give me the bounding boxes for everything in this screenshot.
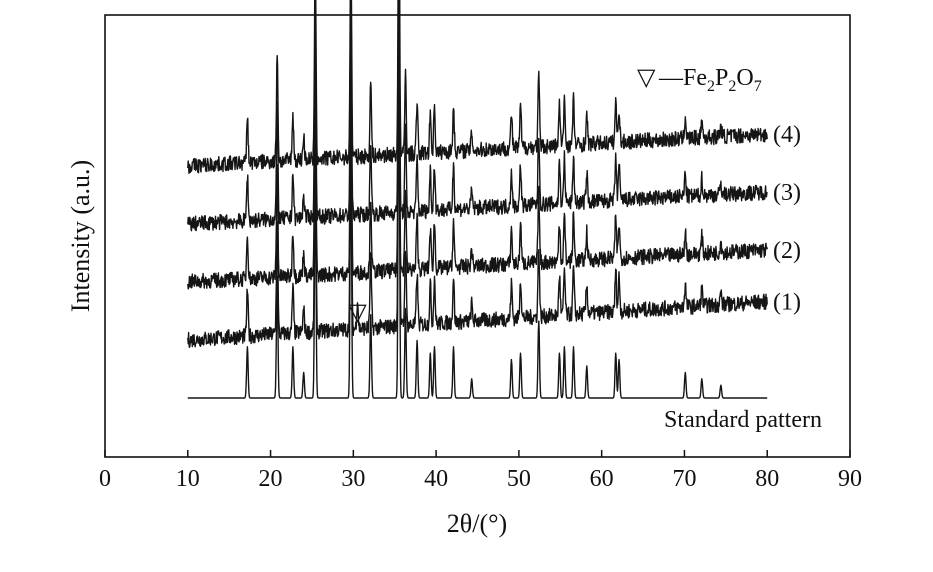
annotation-symbol: ▽ (637, 65, 656, 91)
x-tick-label: 30 (341, 466, 365, 492)
x-tick-label: 80 (755, 466, 779, 492)
formula-part: —Fe (658, 65, 707, 91)
series-labels: Standard pattern (1) (2) (3) (4) (664, 122, 822, 433)
x-tick-label: 10 (176, 466, 200, 492)
formula-subscript: 2 (728, 78, 736, 95)
x-tick-label: 20 (259, 466, 283, 492)
trace-4 (187, 0, 768, 174)
plot-frame (104, 14, 851, 458)
trace-1 (187, 42, 768, 348)
series-label: (4) (773, 122, 801, 148)
x-tick-label: 90 (838, 466, 862, 492)
x-tick-label: 0 (99, 466, 111, 492)
y-axis-title: Intensity (a.u.) (66, 160, 95, 312)
formula-part: O (736, 65, 753, 91)
phase-annotation: ▽ —Fe2P2O7 (637, 65, 762, 95)
formula-subscript: 2 (707, 78, 715, 95)
series-label: (1) (773, 290, 801, 316)
series-label: Standard pattern (664, 407, 822, 433)
formula-part: P (715, 65, 728, 91)
x-tick-label: 70 (672, 466, 696, 492)
x-tick-label: 40 (424, 466, 448, 492)
x-tick-label: 60 (590, 466, 614, 492)
diffraction-traces (187, 0, 768, 399)
trace-3 (187, 0, 768, 232)
trace-standard (187, 77, 768, 399)
x-tick-label: 50 (507, 466, 531, 492)
formula-subscript: 7 (754, 78, 762, 95)
trace-2 (187, 0, 768, 290)
annotation-formula: —Fe2P2O7 (658, 65, 762, 95)
series-label: (2) (773, 238, 801, 264)
x-axis-ticks: 0 10 20 30 40 50 60 70 80 90 (99, 450, 862, 492)
x-axis-title: 2θ/(°) (447, 509, 507, 538)
fe2p2o7-marker-icon: ▽ (348, 300, 367, 326)
series-label: (3) (773, 180, 801, 206)
